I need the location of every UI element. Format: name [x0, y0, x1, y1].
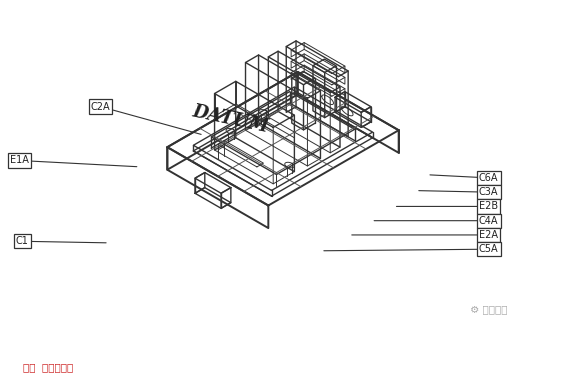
Text: E1A: E1A: [10, 155, 29, 166]
Text: 图一  模具部件图: 图一 模具部件图: [23, 363, 73, 372]
Text: DATUM: DATUM: [191, 102, 271, 136]
Text: C6A: C6A: [479, 173, 499, 183]
Text: C1: C1: [16, 236, 29, 246]
Text: C4A: C4A: [479, 216, 499, 226]
Text: ⚙ 模具论坛: ⚙ 模具论坛: [470, 304, 508, 314]
Text: C5A: C5A: [479, 244, 499, 254]
Text: C3A: C3A: [479, 187, 499, 197]
Text: E2A: E2A: [479, 230, 498, 240]
Text: E2B: E2B: [479, 201, 498, 211]
Text: C2A: C2A: [91, 102, 111, 112]
